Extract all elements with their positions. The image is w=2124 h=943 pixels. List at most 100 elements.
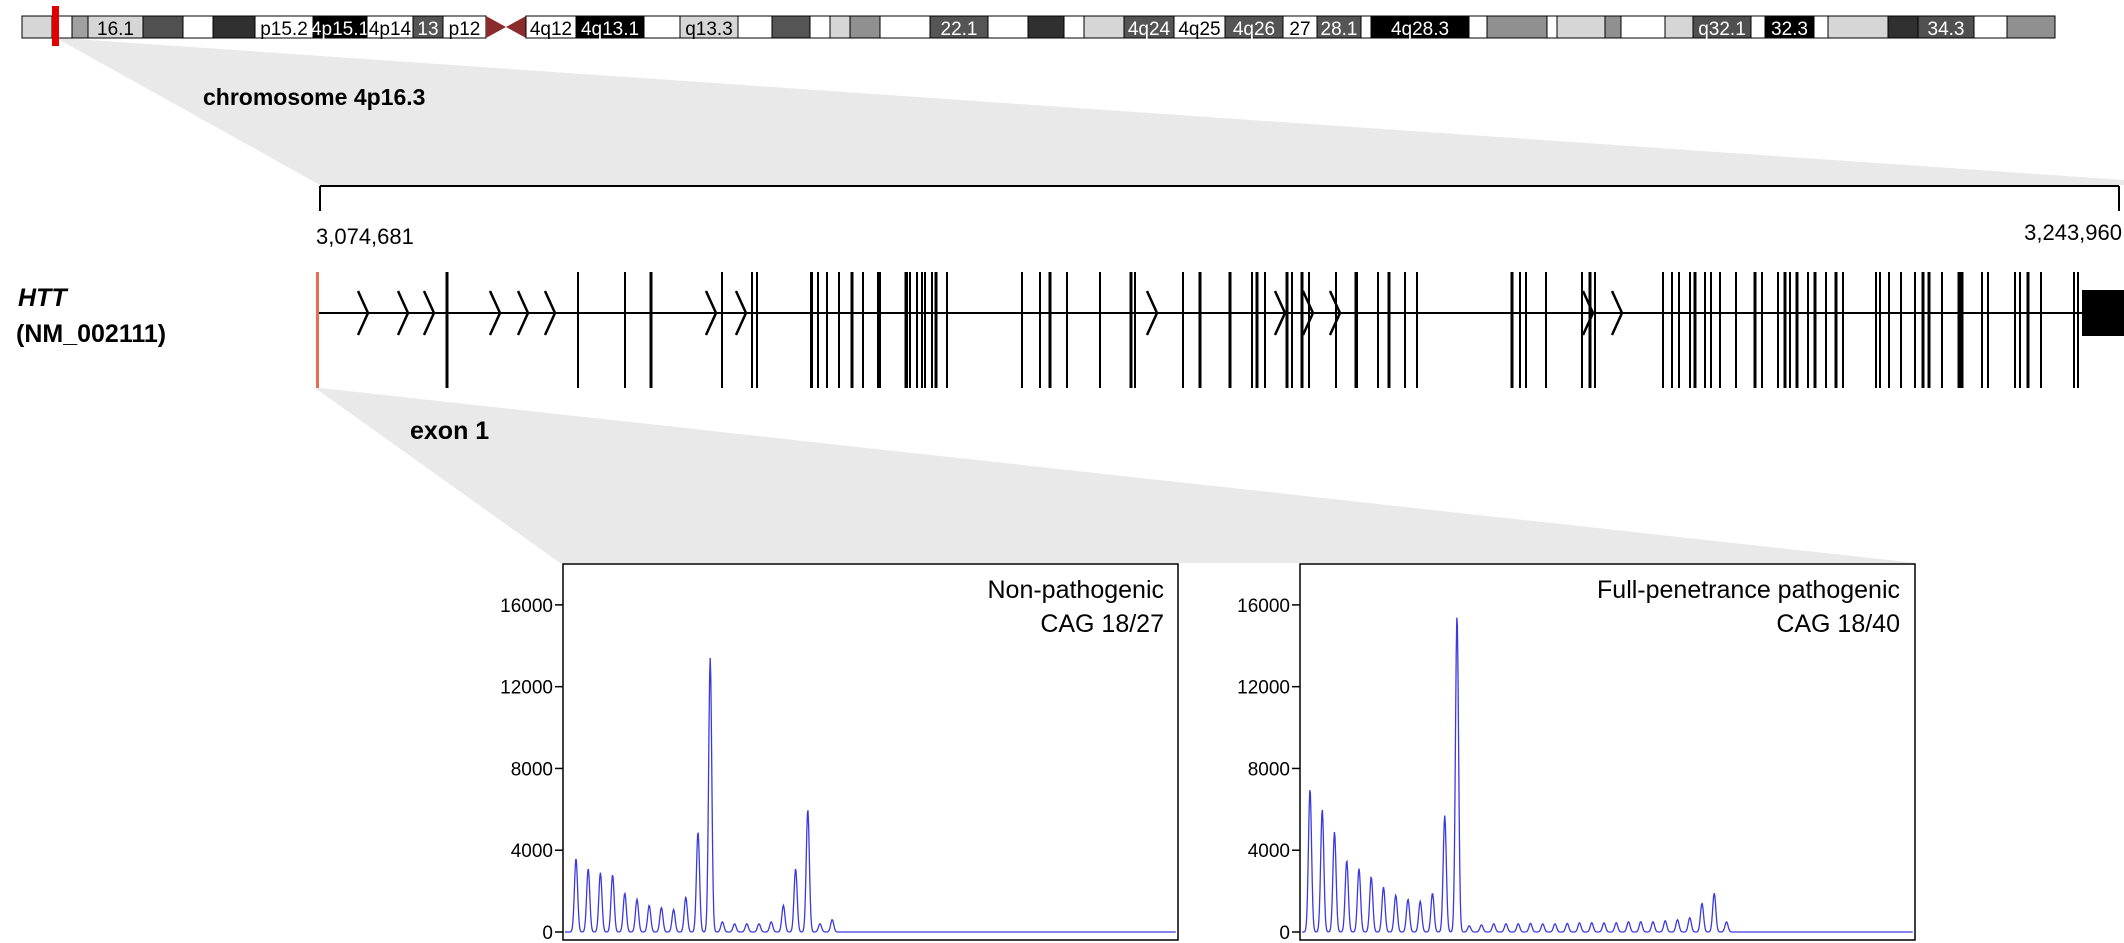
band-label: 34.3: [1928, 19, 1965, 40]
zoom-wedge-chromosome: [56, 38, 2124, 185]
y-tick-label: 8000: [511, 759, 553, 780]
band-label: 4q25: [1178, 19, 1220, 40]
chromosome-band: [1468, 15, 1488, 39]
centromere-p: [486, 16, 506, 38]
strand-arrow: [704, 290, 718, 336]
strand-arrow: [516, 290, 530, 336]
chromosome-band: [1973, 15, 2008, 39]
chromosome-band: [142, 15, 184, 39]
chromosome-band: [182, 15, 214, 39]
y-tick-label: 12000: [500, 678, 553, 699]
y-tick-label: 0: [1279, 923, 1290, 943]
start-coordinate: 3,074,681: [316, 224, 414, 249]
exon-1: [316, 272, 319, 388]
chromosome-band: [1063, 15, 1085, 39]
band-label: p12: [449, 19, 481, 40]
chromosome-band: [212, 15, 256, 39]
chart-pathogenic: Full-penetrance pathogenic CAG 18/40 0 40…: [1237, 563, 1916, 943]
chromosome-band: [771, 15, 811, 39]
chromosome-band: [1664, 15, 1694, 39]
chromosome-band: [1750, 15, 1766, 39]
chromosome-band: [1360, 15, 1372, 39]
band-label: 4p14: [369, 19, 412, 40]
band-label: p15.2: [260, 19, 308, 40]
gene-symbol: HTT: [18, 284, 69, 312]
band-label: 13: [417, 19, 438, 40]
chromosome-band: [987, 15, 1029, 39]
chart-subtitle: CAG 18/40: [1776, 610, 1900, 638]
strand-arrow: [1610, 290, 1624, 336]
end-coordinate: 3,243,960: [2024, 220, 2122, 245]
coordinate-ruler: [319, 185, 2120, 211]
chromosome-band: [879, 15, 931, 39]
chart-title: Full-penetrance pathogenic: [1597, 576, 1900, 604]
chromosome-ideogram: 16.1 p15.2 4p15.1 4p14 13 p12 4q12 4q13.1 q13.3 2…: [21, 6, 2056, 46]
band-label: 4q24: [1128, 19, 1171, 40]
chromosome-band: [1813, 15, 1829, 39]
chromosome-band: [809, 15, 831, 39]
strand-arrow: [1328, 290, 1342, 336]
band-label: 4p15.1: [311, 19, 369, 40]
strand-arrow: [422, 290, 436, 336]
band-label: 32.3: [1771, 19, 1808, 40]
chromosome-band: [1546, 15, 1558, 39]
band-label: 16.1: [97, 19, 134, 40]
gene-model: [316, 272, 2124, 388]
band-label: 4q13.1: [581, 19, 639, 40]
strand-arrow: [396, 290, 410, 336]
band-label: q32.1: [1698, 19, 1746, 40]
chart-non-pathogenic: Non-pathogenic CAG 18/27 0 4000 8000 12000 1…: [500, 563, 1179, 943]
chromosome-band: [1486, 15, 1548, 39]
strand-arrow: [1581, 290, 1595, 336]
chromosome-band: [737, 15, 773, 39]
chromatogram-trace: [1302, 617, 1913, 933]
zoom-wedge-exon: [315, 388, 1916, 563]
strand-arrow: [543, 290, 557, 336]
chromosome-band: [1887, 15, 1919, 39]
transcript-id: (NM_002111): [16, 320, 166, 348]
plot-frame: [1299, 563, 1916, 941]
y-tick-label: 4000: [1248, 841, 1290, 862]
chromosome-band: [71, 15, 89, 39]
chromosome-band: [1827, 15, 1889, 39]
strand-arrow: [1145, 290, 1159, 336]
strand-arrow: [356, 290, 370, 336]
y-tick-label: 4000: [511, 841, 553, 862]
region-label: chromosome 4p16.3: [203, 84, 425, 110]
y-tick-label: 8000: [1248, 759, 1290, 780]
y-tick-label: 16000: [500, 596, 553, 617]
chromosome-band: [1556, 15, 1606, 39]
band-label: 22.1: [941, 19, 978, 40]
exon-label: exon 1: [410, 417, 489, 445]
chromosome-band: [829, 15, 851, 39]
chromosome-band: [849, 15, 881, 39]
chart-subtitle: CAG 18/27: [1040, 610, 1164, 638]
strand-arrow: [1301, 290, 1315, 336]
y-tick-label: 16000: [1237, 596, 1290, 617]
band-label: 27: [1289, 19, 1310, 40]
chart-title: Non-pathogenic: [987, 576, 1164, 604]
chromosome-band: [1027, 15, 1065, 39]
band-label: 4q26: [1233, 19, 1275, 40]
y-tick-label: 0: [542, 923, 553, 943]
centromere-q: [506, 16, 526, 38]
chromosome-band: [2006, 15, 2056, 39]
region-marker: [52, 6, 59, 46]
chromosome-band: [643, 15, 681, 39]
plot-frame: [562, 563, 1179, 941]
chromosome-band: [21, 15, 53, 39]
band-label: q13.3: [685, 19, 733, 40]
chromosome-band: [1604, 15, 1622, 39]
band-label: 28.1: [1321, 19, 1358, 40]
chromosome-band: [1620, 15, 1666, 39]
strand-arrow: [734, 290, 748, 336]
band-label: 4q28.3: [1391, 19, 1449, 40]
utr-3prime: [2082, 290, 2124, 336]
chromosome-band: [1083, 15, 1125, 39]
chromatogram-trace: [565, 657, 1176, 933]
y-tick-label: 12000: [1237, 678, 1290, 699]
band-label: 4q12: [530, 19, 572, 40]
strand-arrow: [1273, 290, 1287, 336]
strand-arrow: [488, 290, 502, 336]
